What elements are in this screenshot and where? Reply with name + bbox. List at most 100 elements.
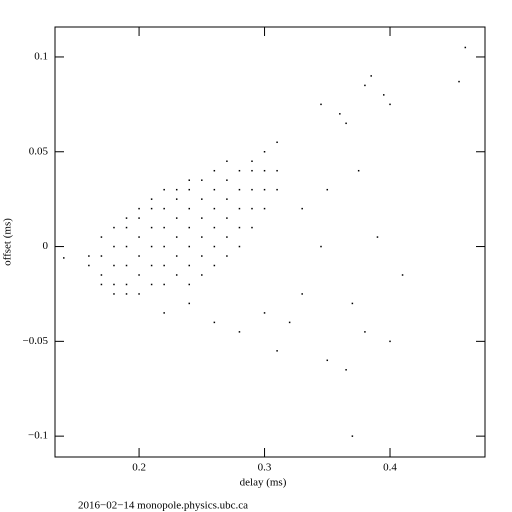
point bbox=[364, 331, 366, 333]
point bbox=[389, 340, 391, 343]
point bbox=[351, 302, 354, 305]
point bbox=[113, 226, 115, 229]
point bbox=[188, 207, 191, 210]
point bbox=[201, 236, 203, 238]
point bbox=[188, 302, 191, 305]
point bbox=[201, 179, 203, 181]
point bbox=[188, 264, 191, 267]
point bbox=[370, 75, 372, 77]
point bbox=[175, 188, 178, 191]
point bbox=[125, 283, 128, 286]
point bbox=[238, 169, 241, 172]
point bbox=[276, 188, 278, 191]
point bbox=[150, 264, 153, 267]
point bbox=[201, 217, 203, 219]
y-tick-label: 0 bbox=[43, 240, 49, 252]
point bbox=[100, 255, 103, 257]
y-tick-label: 0.1 bbox=[34, 50, 48, 62]
point bbox=[351, 435, 354, 437]
point bbox=[100, 283, 103, 286]
point bbox=[389, 103, 391, 106]
point bbox=[357, 169, 360, 172]
point bbox=[251, 207, 253, 210]
point bbox=[213, 188, 216, 191]
point bbox=[226, 217, 228, 219]
point bbox=[226, 198, 228, 200]
point bbox=[276, 350, 278, 352]
point bbox=[188, 179, 191, 181]
point bbox=[175, 217, 178, 219]
point bbox=[345, 122, 347, 125]
point bbox=[163, 226, 165, 229]
point bbox=[175, 255, 178, 257]
point bbox=[364, 84, 366, 87]
point bbox=[276, 169, 278, 172]
point bbox=[464, 46, 467, 49]
point bbox=[163, 207, 165, 210]
point bbox=[251, 188, 253, 191]
point bbox=[138, 236, 140, 238]
point bbox=[238, 245, 241, 248]
point bbox=[88, 264, 90, 267]
point bbox=[326, 359, 329, 362]
point bbox=[175, 198, 178, 200]
point bbox=[138, 293, 140, 295]
point bbox=[113, 293, 115, 295]
point bbox=[213, 207, 216, 210]
point bbox=[226, 236, 228, 238]
y-tick-label: 0.05 bbox=[29, 145, 49, 157]
x-tick-label: 0.2 bbox=[132, 462, 146, 474]
point bbox=[125, 264, 128, 267]
point bbox=[188, 226, 191, 229]
point bbox=[276, 141, 278, 144]
point bbox=[251, 169, 253, 172]
point bbox=[113, 245, 115, 248]
point bbox=[301, 293, 303, 295]
point bbox=[138, 274, 140, 276]
point bbox=[163, 245, 165, 248]
point bbox=[326, 188, 329, 191]
point bbox=[376, 236, 379, 238]
point bbox=[113, 264, 115, 267]
point bbox=[213, 264, 216, 267]
x-tick-label: 0.4 bbox=[383, 462, 397, 474]
point bbox=[238, 207, 241, 210]
point bbox=[201, 274, 203, 276]
point bbox=[382, 94, 385, 96]
point bbox=[263, 169, 266, 172]
y-tick-label: −0.1 bbox=[28, 430, 48, 442]
point bbox=[226, 160, 228, 162]
point bbox=[201, 198, 203, 200]
point bbox=[150, 207, 153, 210]
point bbox=[100, 236, 103, 238]
point bbox=[238, 188, 241, 191]
point bbox=[113, 283, 115, 286]
point bbox=[100, 274, 103, 276]
point bbox=[63, 257, 65, 259]
point bbox=[175, 236, 178, 238]
point bbox=[458, 80, 460, 83]
point bbox=[226, 179, 228, 181]
point bbox=[301, 207, 303, 210]
point bbox=[188, 283, 191, 286]
point bbox=[163, 283, 165, 286]
point bbox=[320, 103, 322, 106]
point bbox=[125, 226, 128, 229]
x-tick-label: 0.3 bbox=[258, 462, 272, 474]
point bbox=[213, 245, 216, 248]
point bbox=[288, 321, 291, 324]
point bbox=[263, 151, 266, 153]
point bbox=[238, 226, 241, 229]
point bbox=[213, 169, 216, 172]
point bbox=[263, 312, 266, 314]
point bbox=[163, 188, 165, 191]
point bbox=[125, 217, 128, 219]
point bbox=[251, 160, 253, 162]
point bbox=[339, 113, 341, 115]
point bbox=[263, 207, 266, 210]
point bbox=[226, 255, 228, 257]
point bbox=[188, 188, 191, 191]
point bbox=[150, 226, 153, 229]
y-tick-label: −0.05 bbox=[23, 335, 49, 347]
